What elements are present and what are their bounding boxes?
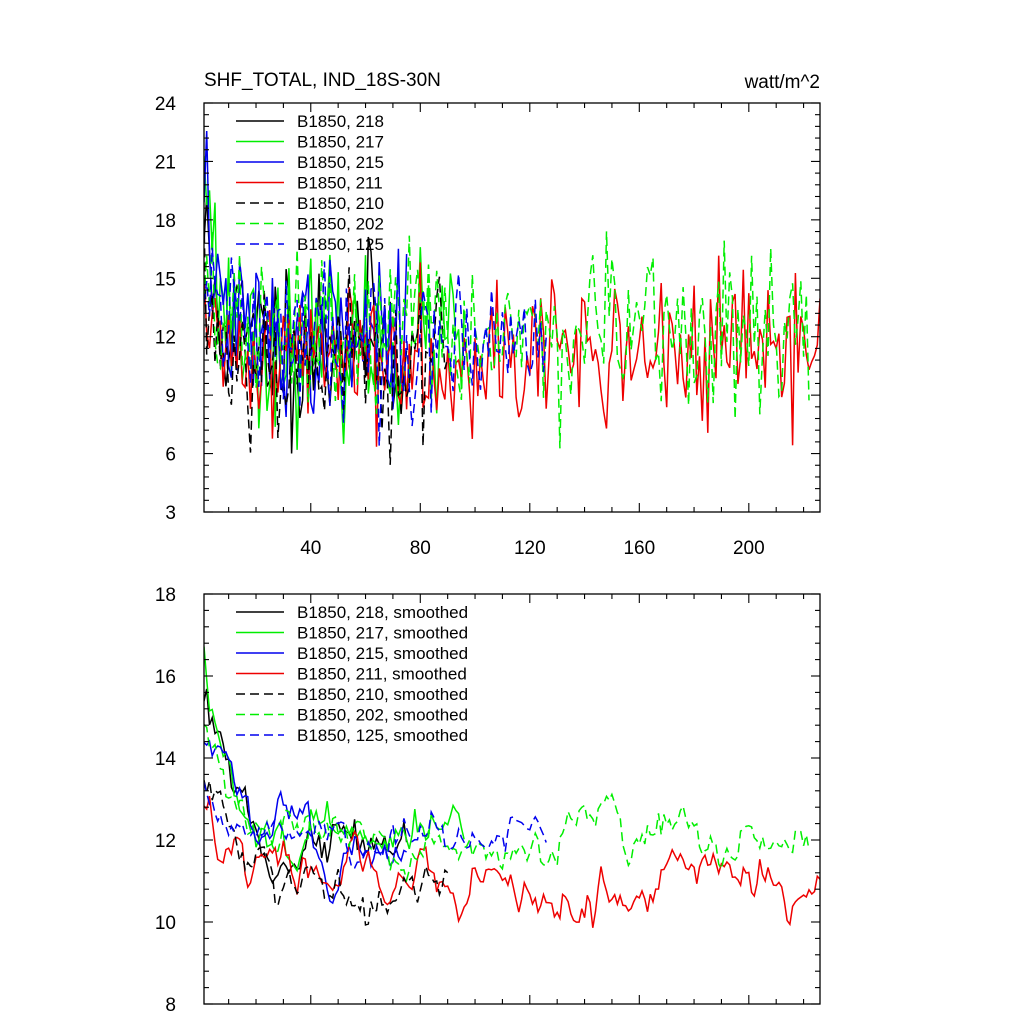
top-x-tick-label: 40 (300, 538, 321, 559)
top-y-tick-label: 18 (155, 211, 176, 232)
top-x-tick-label: 160 (623, 538, 655, 559)
top-y-tick-label: 3 (165, 503, 176, 524)
bottom-series-line-5 (204, 723, 810, 883)
top-series-line-4 (204, 220, 449, 465)
top-plot-frame (203, 102, 821, 513)
top-legend-label: B1850, 218 (297, 112, 384, 131)
bottom-legend-label: B1850, 211, smoothed (297, 665, 467, 684)
bottom-series-line-3 (204, 795, 820, 928)
bottom-series-line-0 (204, 688, 408, 885)
bottom-y-tick-label: 18 (155, 585, 176, 606)
top-axis-ticks (204, 102, 820, 513)
top-series-line-5 (204, 231, 810, 449)
top-y-tick-label: 9 (165, 386, 176, 407)
bottom-legend: B1850, 218, smoothed B1850, 217, smoothed… (236, 603, 468, 745)
top-x-tick-label: 120 (514, 538, 546, 559)
top-x-tick-labels: 40 80 120 160 200 (300, 538, 764, 559)
bottom-legend-label: B1850, 202, smoothed (297, 706, 468, 725)
bottom-y-tick-labels: 8 10 12 14 16 18 (155, 585, 177, 1016)
bottom-series-line-6 (204, 782, 547, 869)
top-legend-label: B1850, 215 (297, 153, 384, 172)
top-legend-label: B1850, 217 (297, 133, 384, 152)
bottom-legend-label: B1850, 210, smoothed (297, 685, 468, 704)
units-label: watt/m^2 (744, 72, 820, 93)
top-series-line-6 (204, 247, 547, 446)
top-y-tick-label: 24 (155, 94, 177, 115)
bottom-y-tick-label: 12 (155, 831, 176, 852)
chart-title: SHF_TOTAL, IND_18S-30N (204, 70, 441, 91)
bottom-series-line-4 (204, 780, 449, 926)
top-y-tick-label: 12 (155, 328, 176, 349)
bottom-plot-frame (203, 593, 821, 1005)
bottom-series-line-1 (204, 646, 465, 873)
top-legend-label: B1850, 210 (297, 194, 384, 213)
bottom-y-tick-label: 10 (155, 913, 176, 934)
top-x-tick-label: 200 (733, 538, 765, 559)
top-series-lines (204, 130, 820, 465)
bottom-legend-label: B1850, 125, smoothed (297, 726, 468, 745)
bottom-y-tick-label: 14 (155, 749, 177, 770)
bottom-legend-label: B1850, 217, smoothed (297, 624, 468, 643)
top-y-tick-label: 6 (165, 445, 176, 466)
top-panel: SHF_TOTAL, IND_18S-30N watt/m^2 3 6 9 12 15 1… (155, 70, 821, 559)
top-legend-label: B1850, 125 (297, 235, 384, 254)
top-legend-label: B1850, 202 (297, 215, 384, 234)
top-y-tick-label: 21 (155, 152, 176, 173)
bottom-series-line-2 (204, 739, 407, 905)
bottom-legend-label: B1850, 218, smoothed (297, 603, 468, 622)
top-y-tick-label: 15 (155, 269, 176, 290)
bottom-series-lines (204, 646, 820, 928)
top-x-tick-label: 80 (410, 538, 431, 559)
bottom-axis-ticks (204, 593, 820, 1005)
top-y-tick-labels: 3 6 9 12 15 18 21 24 (155, 94, 177, 524)
top-legend-label: B1850, 211 (297, 174, 383, 193)
bottom-y-tick-label: 8 (165, 995, 176, 1016)
bottom-legend-label: B1850, 215, smoothed (297, 644, 468, 663)
bottom-y-tick-label: 16 (155, 667, 176, 688)
